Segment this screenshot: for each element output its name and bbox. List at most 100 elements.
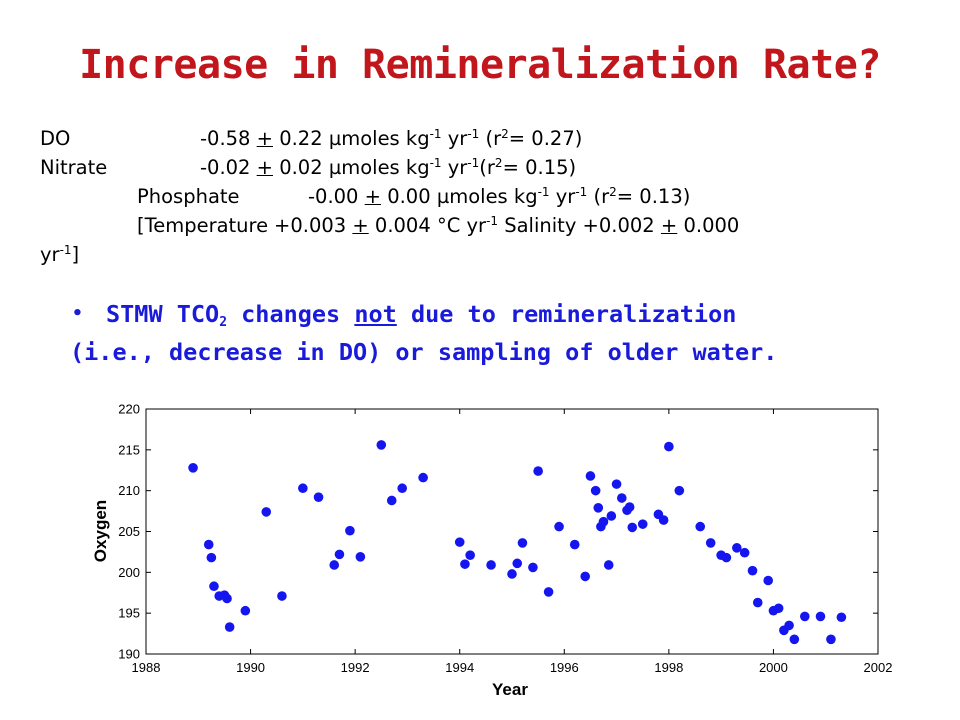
x-tick-label: 1998 (654, 660, 683, 675)
data-point (590, 485, 601, 496)
data-point (732, 543, 742, 553)
data-point (206, 552, 217, 563)
stat-label-do: DO (40, 127, 71, 150)
data-point (222, 593, 232, 604)
x-tick-label: 1990 (236, 660, 265, 675)
data-point (376, 440, 387, 450)
regression-stats: DO -0.58 + 0.22 µmoles kg-1 yr-1 (r2= 0.… (40, 124, 920, 269)
data-point (569, 539, 580, 550)
data-point (533, 466, 543, 476)
data-point (593, 503, 604, 513)
data-point (617, 493, 627, 503)
data-point (747, 565, 758, 576)
data-point (329, 560, 340, 570)
data-point (815, 611, 826, 622)
data-point (355, 552, 366, 562)
data-point (486, 560, 496, 570)
stat-label-phosphate: Phosphate (137, 185, 240, 208)
stat-label-temperature: [Temperature (137, 214, 269, 237)
data-point (611, 479, 622, 489)
data-point (240, 605, 251, 616)
stat-value-nitrate: -0.02 + 0.02 µmoles kg-1 yr-1(r2= 0.15) (200, 156, 577, 179)
data-point (739, 547, 750, 558)
y-tick-label: 195 (118, 606, 140, 621)
data-point (598, 516, 609, 527)
data-point (277, 591, 287, 601)
stat-value-temperature-wrap: yr-1] (40, 243, 80, 266)
x-tick-label: 1992 (341, 660, 370, 675)
x-tick-label: 1994 (445, 660, 474, 675)
data-point (752, 597, 763, 608)
data-point (345, 525, 355, 536)
data-point (224, 622, 235, 632)
stat-row-phosphate: Phosphate -0.00 + 0.00 µmoles kg-1 yr-1 … (40, 182, 920, 211)
data-point (627, 522, 638, 533)
data-point (507, 569, 517, 579)
data-point (454, 537, 465, 547)
stat-row-do: DO -0.58 + 0.22 µmoles kg-1 yr-1 (r2= 0.… (40, 124, 920, 153)
data-point (386, 495, 397, 506)
y-tick-label: 210 (118, 483, 140, 498)
x-tick-label: 2002 (864, 660, 893, 675)
data-point (554, 521, 564, 532)
data-point (705, 538, 716, 548)
data-point (334, 549, 345, 560)
data-point (624, 502, 635, 512)
data-point (418, 472, 428, 483)
data-point (674, 485, 685, 496)
data-point (664, 441, 674, 452)
bullet-line-2: (i.e., decrease in DO) or sampling of ol… (70, 338, 778, 366)
data-point (460, 559, 470, 569)
data-point (606, 511, 617, 521)
data-point (188, 463, 198, 473)
data-point (695, 521, 706, 532)
data-point (261, 507, 272, 517)
data-point (298, 483, 308, 494)
stat-row-temperature-wrap: yr-1] (40, 240, 920, 269)
y-tick-label: 190 (118, 647, 140, 662)
data-point (585, 471, 596, 481)
slide-title: Increase in Remineralization Rate? (79, 42, 881, 88)
y-axis-label: Oxygen (91, 500, 110, 562)
data-point (721, 552, 732, 563)
x-tick-label: 1988 (132, 660, 161, 675)
data-point (826, 634, 836, 645)
stat-row-temperature: [Temperature +0.003 + 0.004 °C yr-1 Sali… (40, 211, 920, 240)
data-point (580, 571, 590, 582)
data-point (836, 612, 847, 623)
bullet-dot: • (72, 303, 83, 324)
x-tick-label: 1996 (550, 660, 579, 675)
data-point (465, 550, 475, 560)
data-point (603, 560, 614, 570)
y-tick-label: 215 (118, 442, 140, 457)
data-point (313, 492, 324, 503)
data-point (789, 634, 800, 645)
stat-row-nitrate: Nitrate -0.02 + 0.02 µmoles kg-1 yr-1(r2… (40, 153, 920, 182)
data-point (800, 611, 810, 622)
plot-area (145, 408, 879, 655)
data-point (784, 620, 794, 631)
y-tick-label: 200 (118, 565, 140, 580)
stat-value-do: -0.58 + 0.22 µmoles kg-1 yr-1 (r2= 0.27) (200, 127, 583, 150)
stat-label-nitrate: Nitrate (40, 156, 108, 179)
conclusion-bullet: • STMW TCO2 changes not due to remineral… (70, 295, 900, 371)
x-tick-label: 2000 (759, 660, 788, 675)
data-point (637, 519, 648, 529)
x-axis-label: Year (492, 680, 528, 699)
data-point (543, 587, 554, 597)
data-point (203, 539, 214, 550)
data-point (397, 483, 408, 494)
stat-value-temperature: +0.003 + 0.004 °C yr-1 Salinity +0.002 +… (274, 214, 740, 237)
y-tick-label: 220 (118, 402, 140, 417)
data-point (658, 515, 669, 525)
stat-value-phosphate: -0.00 + 0.00 µmoles kg-1 yr-1 (r2= 0.13) (308, 185, 691, 208)
y-tick-label: 205 (118, 524, 140, 539)
data-point (528, 562, 538, 573)
data-point (773, 603, 784, 614)
data-point (209, 581, 219, 592)
data-point (763, 575, 773, 586)
data-point (512, 558, 523, 569)
data-point (517, 538, 528, 548)
bullet-line-1: STMW TCO2 changes not due to remineraliz… (106, 300, 737, 330)
